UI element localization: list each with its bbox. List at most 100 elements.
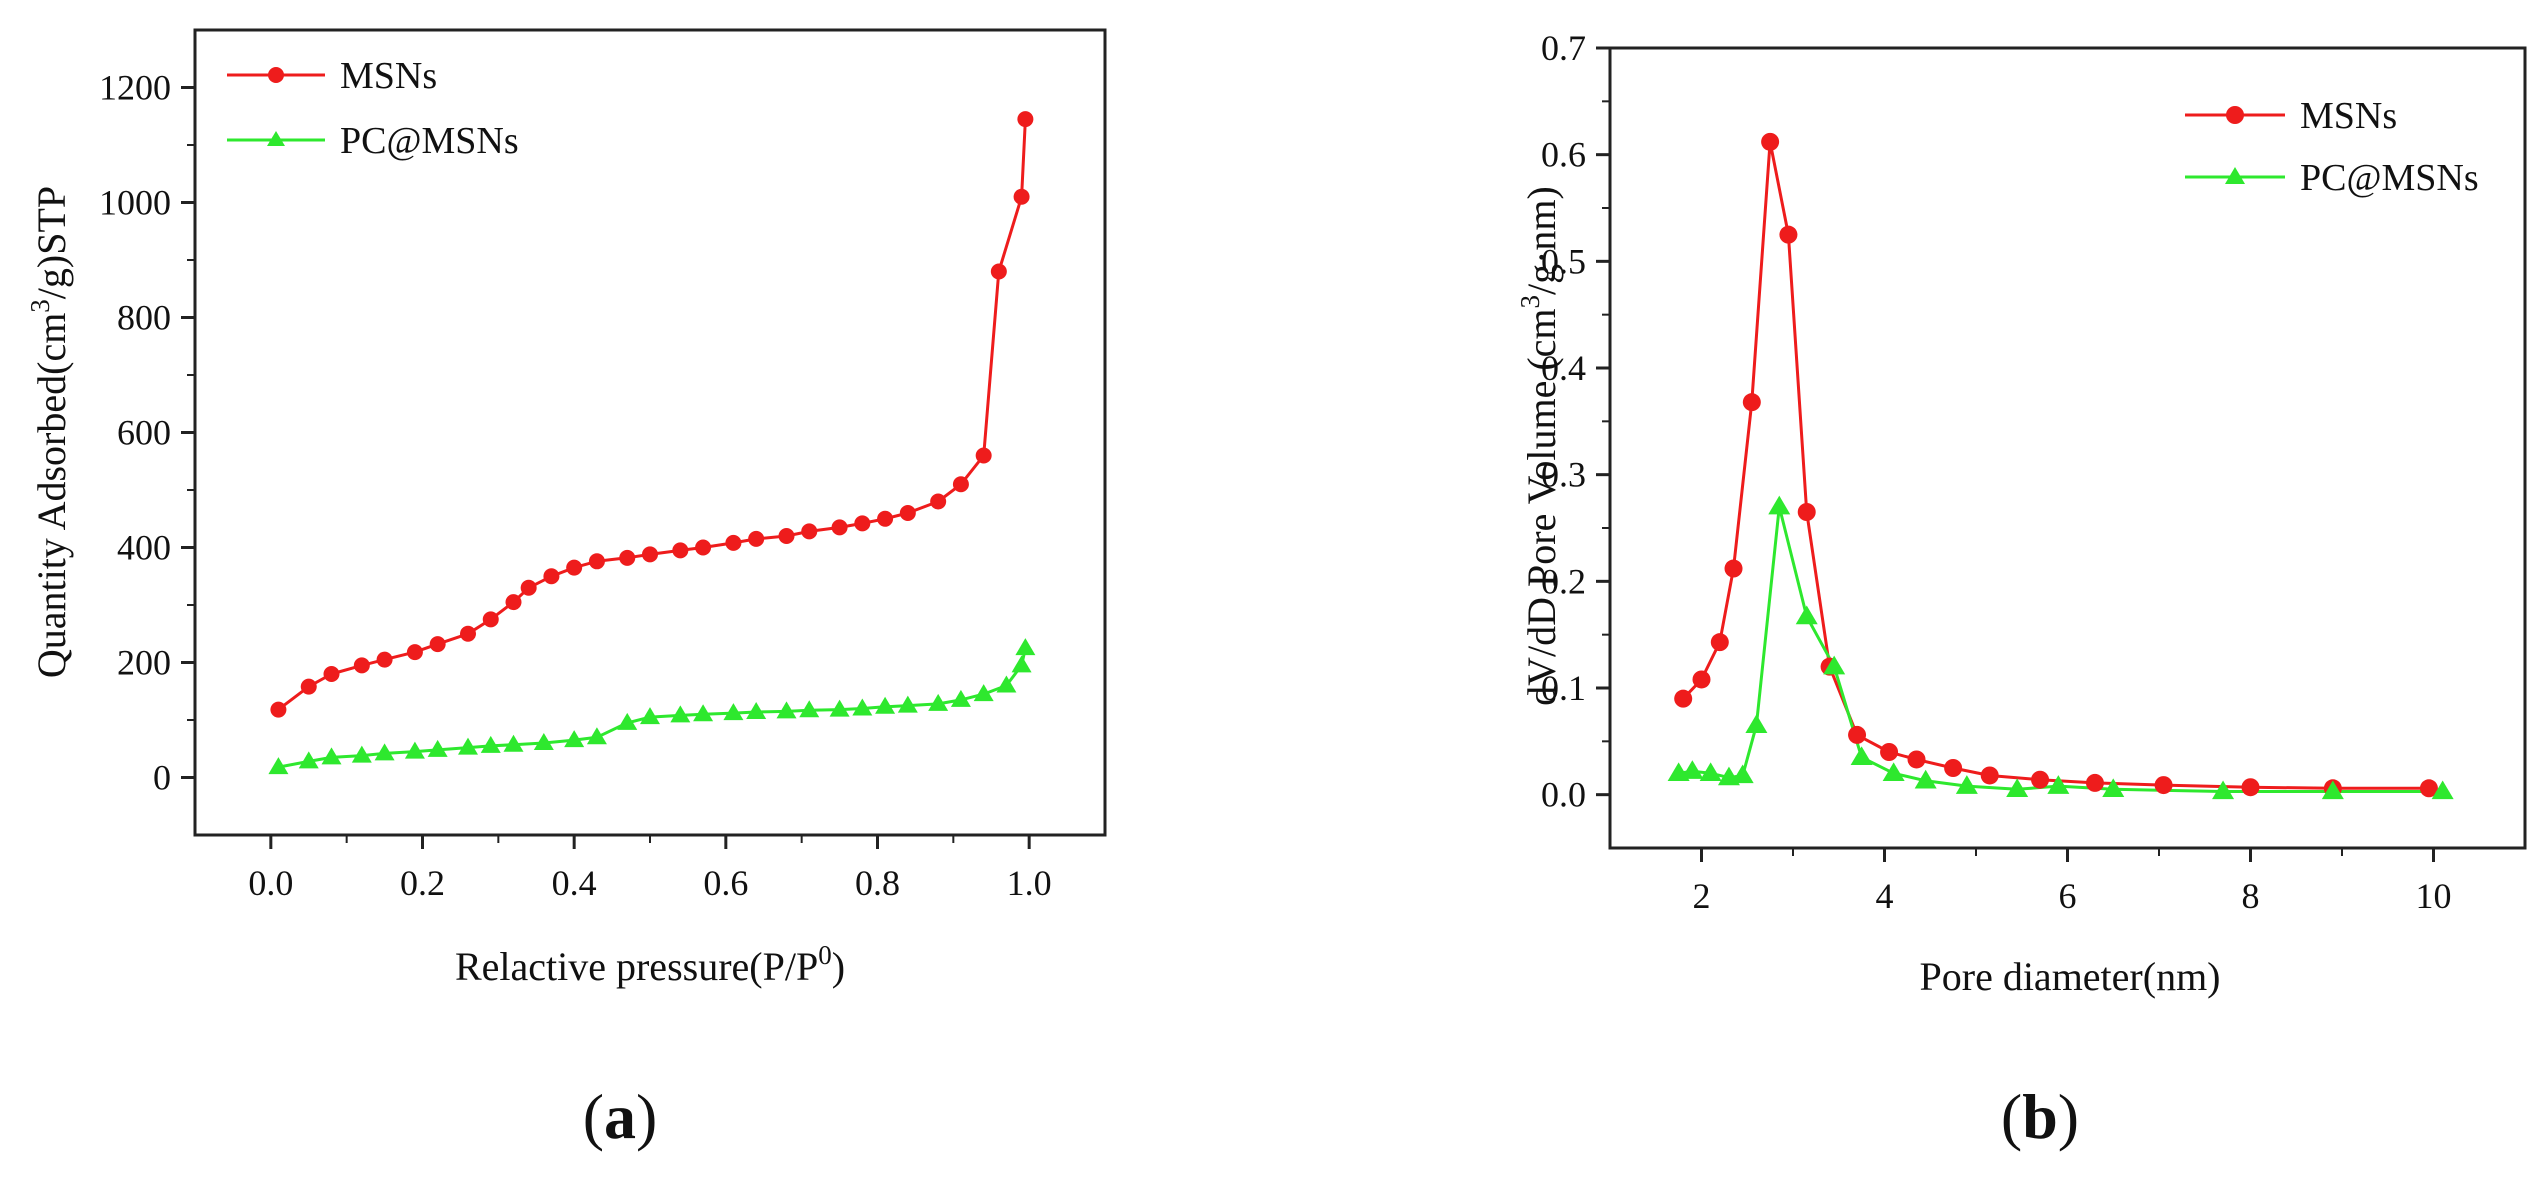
chart-b-xlabel: Pore diameter(nm) [1920,954,2221,999]
data-point-a-1 [351,745,372,763]
data-point-a-0 [990,263,1007,280]
chart-b: 2 4 6 8 10 0.0 0.1 0.2 0.3 0.4 0.5 0.6 0.7 MSNs PC@M… [1515,28,2527,1152]
data-point-a-1 [897,695,918,713]
data-point-a-0 [831,519,848,536]
chart-a-xtick-label: 0.4 [552,863,597,903]
data-point-b-1 [1955,775,1978,794]
data-point-a-0 [406,644,423,661]
data-point-a-1 [776,701,797,719]
chart-b-ytick-label: 0.5 [1541,241,1586,281]
chart-a-xtick-label: 1.0 [1007,863,1052,903]
chart-b-ytick-label: 0.2 [1541,561,1586,601]
data-point-b-0 [1779,225,1798,244]
data-point-b-1 [1795,605,1818,625]
data-point-a-1 [928,693,949,711]
data-point-a-1 [693,704,714,722]
data-point-a-0 [323,666,340,682]
data-point-b-0 [2031,770,2050,789]
data-point-a-0 [725,534,742,551]
data-point-b-1 [1823,655,1846,675]
data-point-b-0 [1980,766,1999,785]
chart-a-xtick-label: 0.0 [248,863,293,903]
chart-b-xtick-label: 10 [2416,876,2452,916]
data-point-a-0 [482,611,499,628]
data-point-a-0 [566,559,583,576]
chart-b-legend: MSNs PC@MSNs [2185,95,2479,199]
data-point-a-1 [586,727,607,745]
data-point-a-1 [829,699,850,717]
data-point-b-1 [1914,769,1937,789]
data-point-a-0 [353,657,370,674]
data-point-b-1 [1745,714,1768,734]
chart-b-ylabel: dV/dD Pore Volume (cm3/g·nm) [1515,186,1564,706]
data-point-b-0 [1797,503,1816,521]
data-point-a-0 [376,651,393,668]
data-point-a-0 [975,447,992,464]
data-point-a-1 [950,689,971,707]
chart-b-ytick-label: 0.1 [1541,668,1586,708]
data-point-b-1 [1731,764,1754,784]
legend-a-msns-marker [268,67,284,83]
data-point-a-0 [801,523,818,540]
chart-a-ytick-label: 0 [153,758,171,798]
data-point-a-1 [458,737,478,755]
data-point-b-0 [1907,750,1926,769]
legend-a-msns-label: MSNs [340,55,437,97]
data-point-a-1 [427,739,448,757]
series-line-b-0 [1682,140,2429,790]
data-point-b-0 [1761,132,1780,151]
data-point-a-0 [520,579,537,596]
data-point-b-1 [2321,780,2344,800]
data-point-b-1 [1882,762,1905,782]
chart-a-lines [277,119,1027,769]
data-point-a-0 [619,549,636,566]
chart-a-ytick-label: 400 [117,528,171,568]
data-point-a-0 [429,636,446,653]
chart-b-ytick-label: 0.0 [1541,775,1586,815]
data-point-b-1 [2431,780,2454,800]
data-point-b-1 [2212,780,2235,800]
data-point-a-1 [799,700,820,718]
chart-a-xtick-label: 0.6 [703,863,748,903]
data-point-b-0 [1848,725,1867,744]
data-point-a-0 [300,678,317,695]
data-point-b-0 [2085,773,2104,792]
chart-a-ytick-label: 1000 [99,183,171,223]
data-point-a-1 [533,733,554,750]
data-point-b-0 [1710,633,1729,652]
chart-b-ytick-label: 0.6 [1541,135,1586,175]
data-point-b-1 [2102,778,2125,798]
chart-b-xtick-label: 6 [2059,876,2077,916]
data-point-a-1 [875,696,896,714]
chart-a-xtick-label: 0.8 [855,863,900,903]
data-point-a-1 [404,741,425,759]
chart-a-ylabel: Quantity Adsorbed(cm3/g)STP [25,186,74,678]
data-point-a-0 [748,530,765,547]
data-point-a-0 [505,594,522,611]
chart-a: 0.0 0.2 0.4 0.6 0.8 1.0020040060080010001200 … [25,28,1107,1152]
data-point-a-1 [670,705,691,723]
chart-a-ytick-label: 600 [117,413,171,453]
chart-a-legend: MSNs PC@MSNs [227,55,519,162]
legend-b-pcmsns-label: PC@MSNs [2300,157,2479,199]
chart-a-marks [268,111,1036,775]
chart-a-xlabel: Relactive pressure(P/P0) [455,940,845,989]
data-point-b-0 [2419,779,2438,798]
data-point-a-1 [321,747,342,765]
data-point-b-0 [1692,670,1711,689]
data-point-b-0 [1724,559,1743,578]
data-point-a-0 [543,568,560,585]
chart-a-ytick-label: 1200 [99,68,171,108]
series-line-b-1 [1678,505,2443,793]
data-point-a-0 [695,539,712,556]
chart-b-ytick-label: 0.7 [1541,28,1586,68]
data-point-b-1 [1850,746,1873,766]
chart-b-xtick-label: 2 [1693,876,1711,916]
data-point-b-0 [1880,743,1899,761]
data-point-a-1 [503,734,524,752]
chart-b-ytick-label: 0.3 [1541,455,1586,495]
data-point-b-0 [2154,776,2173,795]
data-point-a-1 [564,730,585,748]
data-point-b-1 [1768,495,1791,515]
